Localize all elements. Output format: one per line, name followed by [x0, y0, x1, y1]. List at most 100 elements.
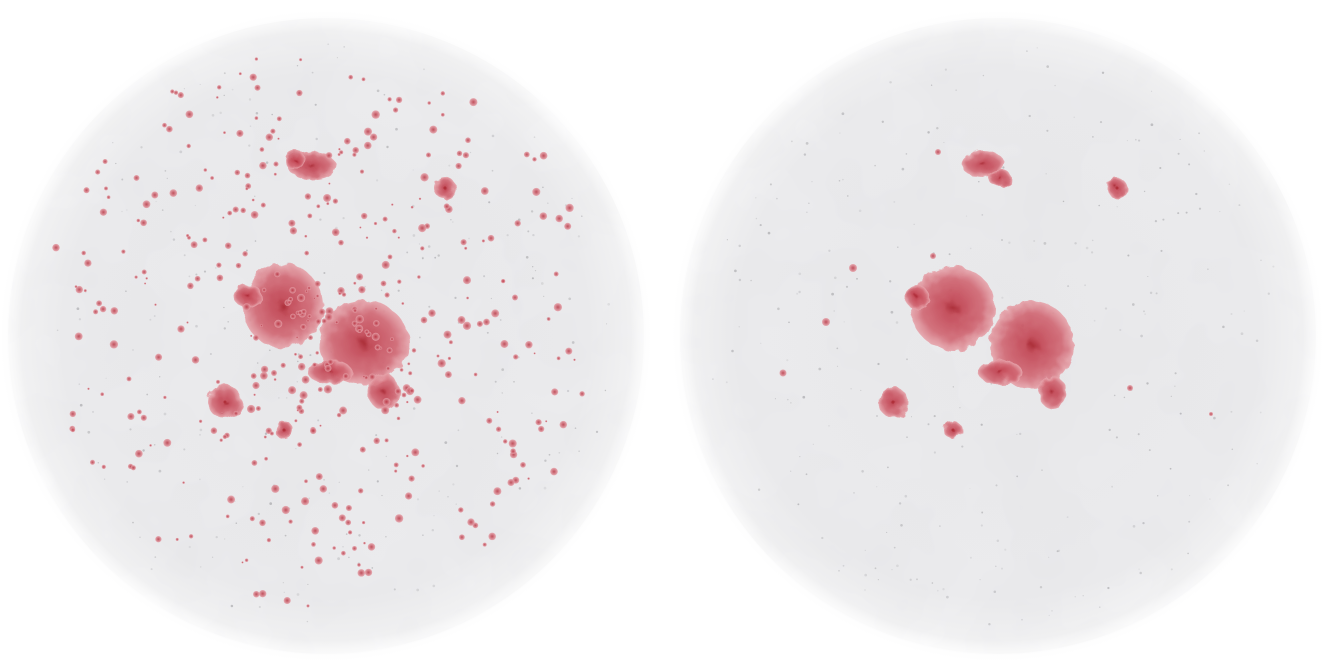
red-speck: [363, 127, 373, 136]
red-speck: [393, 462, 399, 468]
red-speck: [447, 356, 452, 361]
red-speck: [186, 143, 191, 149]
dark-speck: [1147, 275, 1149, 278]
red-speck: [140, 414, 147, 421]
dark-speck: [1162, 218, 1165, 221]
dark-speck: [338, 481, 340, 483]
dark-speck: [886, 531, 888, 533]
red-speck: [486, 417, 493, 424]
red-speck: [469, 98, 478, 107]
red-speck: [455, 162, 462, 170]
dark-speck: [1046, 65, 1049, 68]
dark-speck: [969, 556, 972, 559]
red-speck: [297, 293, 306, 302]
dark-speck: [790, 402, 792, 404]
dark-speck: [821, 536, 824, 540]
red-speck: [359, 169, 365, 174]
red-speck: [250, 210, 259, 219]
dark-speck: [1260, 259, 1262, 261]
dark-speck: [1179, 412, 1182, 415]
dark-speck: [249, 125, 252, 127]
dark-speck: [1195, 192, 1198, 196]
dark-speck: [227, 320, 230, 323]
red-speck: [339, 150, 344, 155]
dark-speck: [223, 94, 225, 97]
large-cluster-b: [308, 301, 409, 410]
red-speck: [307, 213, 313, 219]
red-speck: [311, 526, 320, 535]
dark-speck: [818, 367, 822, 371]
dark-speck: [255, 112, 259, 115]
dark-speck: [1116, 206, 1118, 208]
red-speck: [404, 492, 413, 500]
dark-speck: [209, 352, 212, 356]
red-speck: [394, 402, 400, 408]
red-speck: [266, 538, 271, 543]
red-speck: [95, 169, 101, 175]
dark-speck: [433, 515, 435, 517]
red-speck: [391, 203, 394, 206]
red-speck: [296, 89, 303, 97]
dark-speck: [786, 359, 789, 362]
dark-speck: [307, 583, 309, 585]
dark-speck: [759, 224, 762, 227]
red-speck: [495, 426, 502, 432]
dark-speck: [965, 215, 968, 217]
red-speck: [130, 465, 136, 471]
red-speck: [104, 186, 108, 191]
red-speck: [244, 172, 251, 179]
dark-speck: [877, 362, 880, 366]
dark-speck: [1062, 200, 1065, 203]
dark-speck: [881, 120, 884, 123]
dark-speck: [199, 478, 201, 481]
dark-speck: [543, 486, 547, 490]
red-speck: [170, 89, 175, 94]
dark-speck: [319, 218, 322, 221]
dark-speck: [121, 178, 124, 181]
dark-speck: [501, 392, 503, 394]
dark-speck: [1143, 310, 1145, 313]
dark-speck: [864, 589, 866, 591]
red-speck: [358, 488, 364, 494]
dark-speck: [437, 254, 440, 257]
dark-speck: [393, 588, 396, 591]
dark-speck: [1104, 307, 1108, 310]
dark-speck: [1054, 84, 1056, 87]
red-speck: [259, 161, 267, 170]
dark-speck: [149, 318, 152, 321]
dark-speck: [1255, 339, 1259, 343]
dark-speck: [527, 230, 530, 233]
dark-speck: [959, 407, 961, 409]
dark-speck: [581, 215, 583, 217]
dark-speck: [1048, 556, 1050, 558]
dark-speck: [428, 305, 431, 308]
red-speck: [351, 320, 358, 327]
dark-speck: [296, 380, 299, 383]
red-speck: [145, 277, 148, 280]
dark-speck: [419, 336, 421, 339]
red-speck: [304, 234, 308, 238]
red-speck: [514, 220, 521, 227]
dark-speck: [282, 582, 284, 584]
red-speck: [457, 316, 466, 324]
dark-speck: [1160, 249, 1163, 252]
dark-speck: [845, 285, 849, 288]
red-speck: [155, 353, 163, 361]
red-speck: [352, 308, 358, 313]
dark-speck: [155, 201, 157, 203]
red-speck: [332, 546, 336, 550]
dark-speck: [85, 292, 87, 294]
red-speck: [253, 334, 259, 341]
red-speck: [187, 282, 194, 290]
dark-speck: [1219, 211, 1221, 213]
dark-speck: [876, 415, 878, 417]
dark-speck: [927, 131, 930, 134]
dark-speck: [1016, 475, 1019, 478]
red-speck: [254, 84, 261, 91]
red-speck: [216, 96, 219, 99]
dark-speck: [112, 142, 114, 144]
red-speck: [140, 219, 147, 227]
dark-speck: [1111, 485, 1113, 488]
red-speck: [227, 210, 233, 216]
red-speck: [315, 318, 322, 325]
